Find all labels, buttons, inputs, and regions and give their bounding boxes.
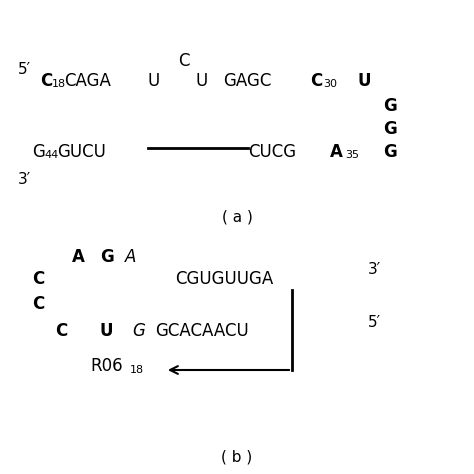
Text: G: G (383, 143, 397, 161)
Text: C: C (178, 52, 190, 70)
Text: U: U (358, 72, 372, 90)
Text: 3′: 3′ (368, 262, 381, 277)
Text: G: G (32, 143, 45, 161)
Text: G: G (383, 97, 397, 115)
Text: A: A (330, 143, 343, 161)
Text: C: C (55, 322, 67, 340)
Text: CAGA: CAGA (64, 72, 111, 90)
Text: R06: R06 (90, 357, 123, 375)
Text: ( b ): ( b ) (221, 450, 253, 465)
Text: C: C (32, 270, 44, 288)
Text: G: G (132, 322, 145, 340)
Text: 30: 30 (323, 79, 337, 89)
Text: 35: 35 (345, 150, 359, 160)
Text: GAGC: GAGC (223, 72, 272, 90)
Text: 5′: 5′ (18, 62, 31, 77)
Text: C: C (310, 72, 322, 90)
Text: A: A (72, 248, 85, 266)
Text: 3′: 3′ (18, 172, 31, 187)
Text: U: U (196, 72, 208, 90)
Text: G: G (383, 120, 397, 138)
Text: CGUGUUGA: CGUGUUGA (175, 270, 273, 288)
Text: CUCG: CUCG (248, 143, 296, 161)
Text: GUCU: GUCU (57, 143, 106, 161)
Text: C: C (32, 295, 44, 313)
Text: C: C (40, 72, 52, 90)
Text: 18: 18 (52, 79, 66, 89)
Text: GCACAACU: GCACAACU (155, 322, 249, 340)
Text: 5′: 5′ (368, 315, 381, 330)
Text: U: U (100, 322, 113, 340)
Text: A: A (125, 248, 137, 266)
Text: 44: 44 (44, 150, 58, 160)
Text: ( a ): ( a ) (221, 210, 253, 225)
Text: G: G (100, 248, 114, 266)
Text: 18: 18 (130, 365, 144, 375)
Text: U: U (148, 72, 160, 90)
